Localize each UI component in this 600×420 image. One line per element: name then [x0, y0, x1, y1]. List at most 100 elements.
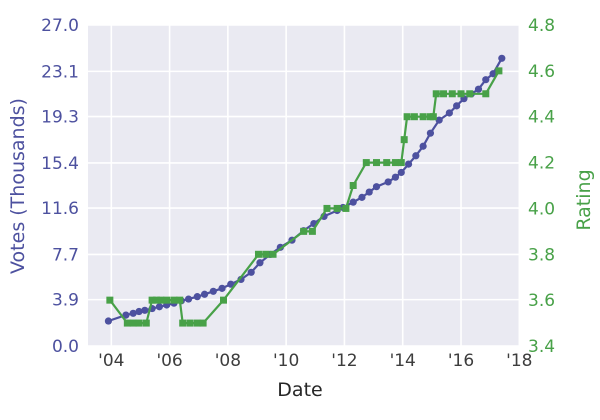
- plot-area: [88, 25, 520, 346]
- data-point-marker: [365, 188, 373, 196]
- right-y-tick-label: 4.4: [528, 108, 555, 128]
- data-point-marker: [410, 113, 418, 121]
- data-point-marker: [186, 319, 194, 327]
- right-y-tick-label: 3.6: [528, 291, 555, 311]
- data-point-marker: [262, 250, 270, 258]
- data-point-marker: [373, 159, 381, 167]
- data-point-marker: [391, 159, 399, 167]
- x-tick-label: '04: [98, 351, 124, 371]
- data-point-marker: [308, 227, 316, 235]
- data-point-marker: [482, 76, 490, 84]
- data-point-marker: [440, 90, 448, 98]
- data-point-marker: [129, 319, 137, 327]
- left-y-tick-labels: 0.0 3.9 7.7 11.6 15.4 19.3 23.1 27.0: [41, 16, 79, 357]
- data-point-marker: [403, 113, 411, 121]
- left-y-tick-label: 19.3: [41, 108, 79, 128]
- left-y-tick-label: 3.9: [52, 291, 79, 311]
- data-point-marker: [135, 319, 143, 327]
- data-point-marker: [170, 296, 178, 304]
- data-point-marker: [300, 227, 308, 235]
- data-point-marker: [342, 204, 350, 212]
- right-y-tick-label: 4.0: [528, 199, 555, 219]
- right-y-tick-label: 4.2: [528, 154, 555, 174]
- data-point-marker: [498, 54, 506, 62]
- right-y-tick-label: 4.8: [528, 16, 555, 36]
- x-tick-label: '08: [215, 351, 241, 371]
- data-point-marker: [349, 182, 357, 189]
- left-y-tick-label: 7.7: [52, 245, 79, 265]
- data-point-marker: [426, 129, 435, 137]
- data-point-marker: [176, 296, 184, 304]
- left-y-tick-label: 27.0: [41, 16, 79, 36]
- data-point-marker: [384, 178, 392, 186]
- right-y-tick-labels: 3.4 3.6 3.8 4.0 4.2 4.4 4.6 4.8: [528, 16, 555, 357]
- data-point-marker: [193, 293, 201, 301]
- data-point-marker: [152, 296, 160, 304]
- x-tick-label: '16: [448, 351, 474, 371]
- data-point-marker: [106, 296, 114, 304]
- left-y-tick-label: 0.0: [52, 337, 79, 357]
- data-point-marker: [383, 159, 391, 167]
- data-point-marker: [323, 204, 331, 212]
- data-point-marker: [104, 317, 112, 325]
- data-point-marker: [419, 142, 427, 150]
- data-point-marker: [193, 319, 201, 327]
- x-tick-label: '12: [331, 351, 357, 371]
- data-point-marker: [372, 183, 381, 191]
- data-point-marker: [247, 268, 255, 276]
- data-point-marker: [495, 67, 503, 75]
- x-axis-title: Date: [277, 379, 323, 401]
- data-point-marker: [419, 113, 427, 121]
- data-point-marker: [218, 284, 226, 292]
- data-point-marker: [489, 70, 497, 78]
- data-point-marker: [429, 113, 437, 121]
- data-point-marker: [155, 303, 163, 311]
- data-point-marker: [453, 102, 461, 110]
- data-point-marker: [400, 136, 408, 144]
- data-point-marker: [466, 90, 474, 98]
- data-point-marker: [362, 159, 370, 167]
- left-y-tick-label: 15.4: [41, 154, 79, 174]
- data-point-marker: [122, 311, 130, 319]
- data-point-marker: [269, 250, 277, 258]
- data-point-marker: [199, 319, 207, 327]
- right-y-tick-label: 3.4: [528, 337, 555, 357]
- data-point-marker: [482, 90, 490, 98]
- data-point-marker: [129, 309, 137, 317]
- left-y-tick-label: 11.6: [41, 199, 79, 219]
- data-point-marker: [256, 259, 264, 267]
- data-point-marker: [141, 306, 149, 314]
- data-point-marker: [135, 307, 143, 316]
- gridlines: [88, 24, 521, 347]
- data-point-marker: [349, 198, 357, 206]
- x-tick-label: '14: [390, 351, 416, 371]
- data-point-marker: [397, 168, 405, 177]
- data-point-marker: [435, 116, 443, 124]
- data-point-marker: [448, 90, 456, 98]
- data-point-marker: [123, 319, 131, 327]
- data-point-marker: [220, 296, 228, 304]
- data-point-marker: [209, 287, 217, 295]
- data-point-marker: [157, 296, 165, 304]
- x-tick-labels: '04 '06 '08 '10 '12 '14 '16 '18: [98, 351, 532, 371]
- data-point-marker: [391, 173, 400, 181]
- data-point-marker: [200, 290, 209, 298]
- data-point-marker: [179, 319, 187, 327]
- data-point-marker: [148, 296, 156, 304]
- data-point-marker: [358, 193, 366, 201]
- data-point-marker: [142, 319, 150, 327]
- data-point-marker: [474, 85, 483, 93]
- data-point-marker: [457, 90, 465, 98]
- left-y-tick-label: 23.1: [41, 62, 79, 82]
- data-point-marker: [227, 280, 235, 288]
- x-tick-label: '06: [156, 351, 182, 371]
- data-point-marker: [445, 109, 453, 117]
- data-point-marker: [163, 296, 171, 304]
- data-point-marker: [254, 250, 262, 258]
- x-tick-label: '10: [273, 351, 299, 371]
- data-point-marker: [397, 159, 405, 167]
- data-point-marker: [333, 204, 341, 212]
- data-point-marker: [412, 152, 420, 160]
